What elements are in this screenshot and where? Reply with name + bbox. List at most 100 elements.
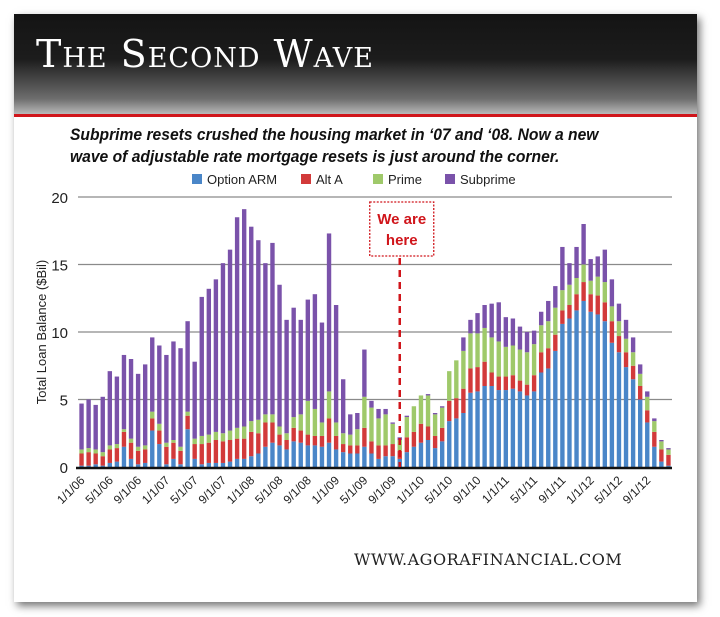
bar-segment-option-arm [637,399,643,467]
bar-segment-subprime [256,240,261,420]
bar-segment-subprime [560,246,565,291]
bar-segment-alt-a [411,431,417,447]
bar-segment-alt-a [531,375,537,392]
bar-segment-option-arm [284,449,289,467]
bar-segment-option-arm [652,446,657,467]
bar-segment-prime [468,333,473,369]
x-tick-label: 9/1/07 [196,473,230,507]
bar-segment-alt-a [128,442,134,459]
bar-segment-prime [340,433,346,445]
bar-segment-prime [192,438,197,445]
bar-segment-option-arm [220,462,226,467]
bar-segment-alt-a [461,388,466,413]
bar-segment-alt-a [567,305,572,319]
bar-segment-option-arm [192,458,197,467]
bar-segment-option-arm [567,318,572,467]
bar-segment-prime [319,422,325,436]
bar-segment-option-arm [333,449,339,467]
legend-swatch-alt-a [301,174,311,184]
bar-segment-prime [383,414,388,446]
bar-segment-option-arm [475,391,480,467]
bar-segment-subprime [482,305,487,328]
bar-segment-alt-a [609,321,615,343]
bar-segment-subprime [468,319,473,334]
bar-segment-prime [100,452,105,457]
bar-segment-subprime [581,224,586,265]
bar-segment-option-arm [362,446,367,467]
bar-segment-prime [630,352,636,366]
bar-segment-subprime [305,299,311,401]
bar-segment-alt-a [326,418,332,443]
bar-segment-subprime [114,376,120,445]
bar-segment-prime [199,435,204,445]
y-tick-label: 15 [51,258,68,275]
bar-segment-prime [659,441,664,450]
bar-segment-alt-a [546,348,551,369]
bar-segment-subprime [489,303,494,338]
bar-segment-alt-a [616,336,622,353]
bar-segment-subprime [496,302,501,342]
legend-label: Option ARM [207,172,277,187]
bar-segment-option-arm [546,368,551,467]
bar-segment-option-arm [390,456,395,467]
bar-segment-alt-a [425,426,431,440]
bar-segment-subprime [659,440,664,442]
bar-segment-alt-a [517,380,523,392]
bar-segment-subprime [553,286,558,308]
bar-segment-prime [432,414,438,436]
bar-segment-prime [369,407,374,442]
bar-segment-option-arm [107,462,113,467]
y-tick-label: 0 [60,460,68,477]
bar-segment-option-arm [100,465,105,467]
bar-segment-prime [326,391,332,419]
bar-segment-alt-a [475,367,480,392]
title-banner: The Second Wave [14,14,697,117]
bar-segment-option-arm [157,444,162,467]
bar-segment-alt-a [305,434,311,446]
bar-segment-alt-a [637,386,643,400]
bar-segment-alt-a [482,361,487,386]
bar-segment-prime [666,449,671,455]
bar-segment-subprime [616,303,622,322]
bar-segment-option-arm [468,392,473,467]
bar-segment-subprime [425,394,431,396]
bar-segment-alt-a [135,450,141,465]
bar-segment-option-arm [312,445,318,467]
bar-segment-prime [164,442,169,447]
bar-segment-option-arm [531,391,537,467]
bar-segment-option-arm [524,395,530,467]
bar-segment-option-arm [560,323,565,467]
bar-segment-prime [298,414,303,431]
bar-segment-option-arm [439,441,445,467]
bar-segment-alt-a [581,282,586,301]
bar-segment-prime [171,440,176,443]
bar-segment-prime [79,449,84,454]
bar-segment-prime [312,408,318,436]
bar-segment-option-arm [234,458,240,467]
bar-segment-prime [567,284,572,305]
bar-segment-subprime [595,256,600,277]
bar-segment-option-arm [376,458,381,467]
bar-segment-alt-a [602,302,608,322]
bar-segment-subprime [404,415,410,418]
bar-segment-option-arm [213,462,219,467]
bar-segment-prime [397,440,402,451]
bar-segment-prime [588,280,593,295]
bar-segment-option-arm [553,350,558,467]
bar-segment-option-arm [171,458,176,467]
bar-segment-subprime [588,259,593,281]
bar-segment-subprime [199,296,204,436]
bar-segment-subprime [284,319,289,434]
bar-segment-prime [142,445,148,450]
bar-segment-alt-a [319,435,325,447]
bar-segment-alt-a [432,435,438,449]
bar-segment-prime [291,417,296,428]
bar-segment-alt-a [142,449,148,463]
x-tick-label: 9/1/10 [450,473,484,507]
bar-segment-alt-a [220,441,226,463]
bar-segment-subprime [100,396,105,453]
bar-segment-subprime [531,330,537,345]
bar-segment-alt-a [263,422,268,447]
bar-segment-alt-a [199,444,204,465]
y-axis-label: Total Loan Balance ($Bil) [34,260,49,405]
